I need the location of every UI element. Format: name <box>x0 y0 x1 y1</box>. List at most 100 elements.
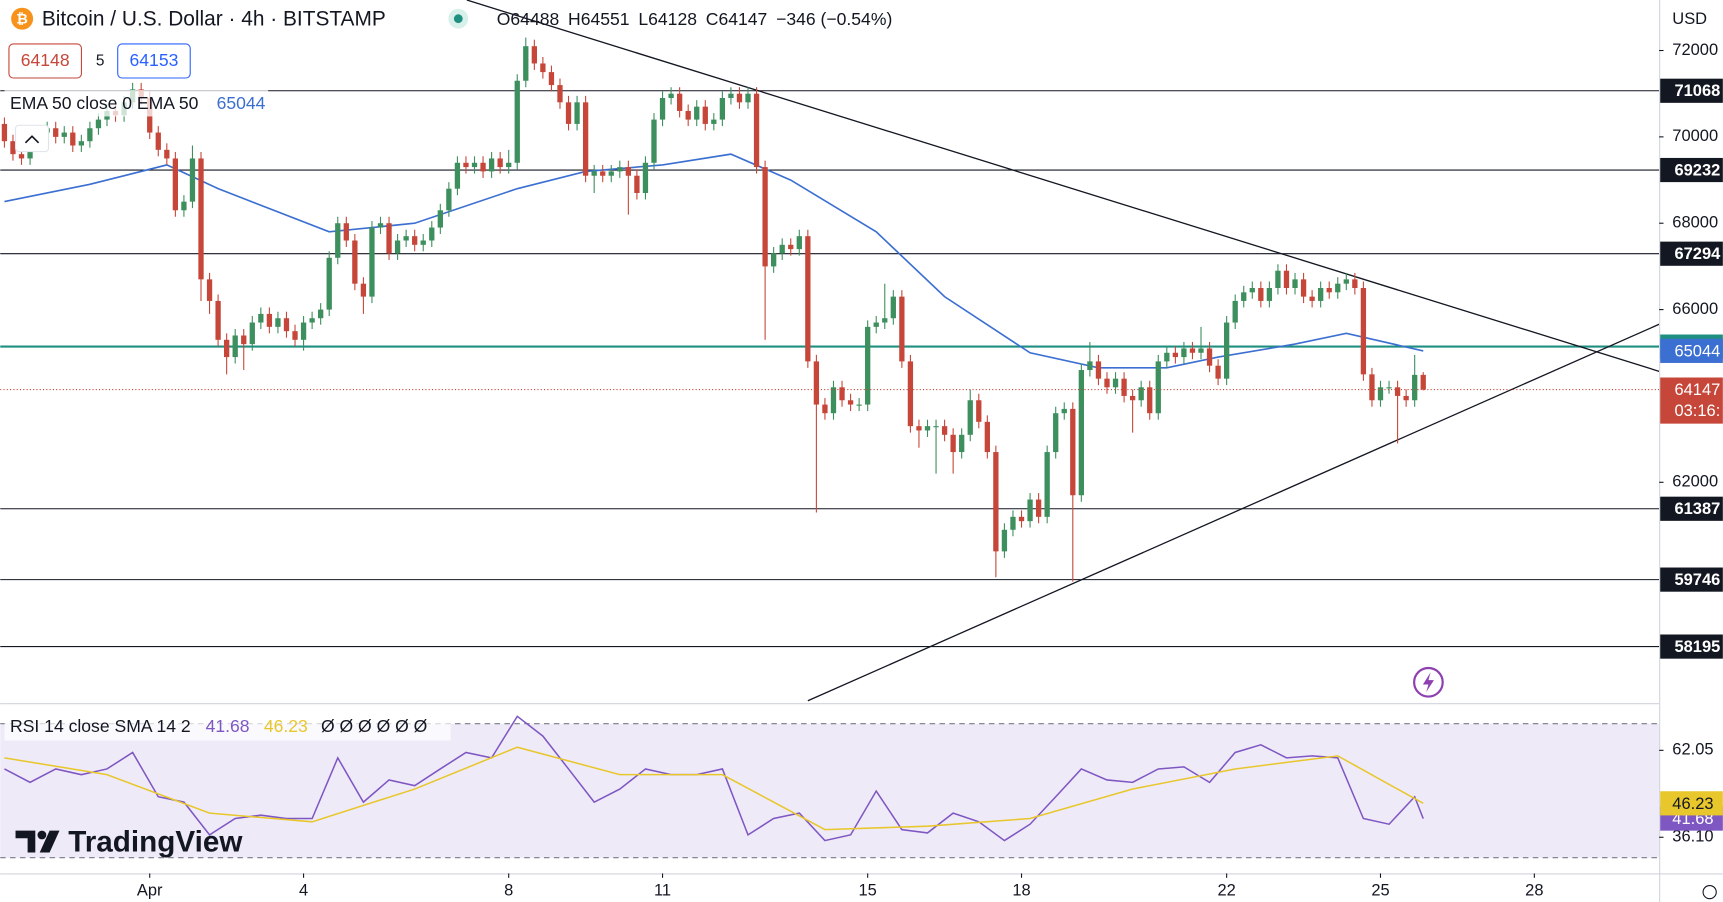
rsi-legend[interactable]: RSI 14 close SMA 14 2 <box>10 716 191 736</box>
trendline <box>807 323 1660 702</box>
candle-body <box>839 387 845 401</box>
rsi-legend-value: 41.68 <box>206 716 250 736</box>
candle-body <box>916 426 922 431</box>
candle-body <box>53 128 59 137</box>
candle-body <box>497 158 503 168</box>
y-tick-label: 72000 <box>1672 41 1718 59</box>
candle-body <box>1189 348 1196 353</box>
candle-body <box>651 119 657 163</box>
candle-body <box>1198 348 1204 353</box>
x-tick-label: 11 <box>654 881 671 899</box>
currency[interactable]: USD <box>1672 10 1707 28</box>
candle-body <box>377 223 384 228</box>
candle-body <box>412 236 418 245</box>
candle-body <box>1078 370 1084 496</box>
collapse-button[interactable] <box>14 124 50 153</box>
candle-body <box>1 123 8 142</box>
candle-body <box>805 236 811 362</box>
candle-body <box>18 154 25 159</box>
candle-body <box>369 227 375 297</box>
candle-body <box>993 452 999 552</box>
bid-box[interactable] <box>8 43 83 79</box>
rsi-legend-bg <box>4 714 451 741</box>
candle-body <box>1027 499 1033 522</box>
candle-body <box>984 421 990 453</box>
level-label: 67294 <box>1675 245 1722 263</box>
ask-box[interactable] <box>117 43 191 79</box>
ohlc-label: O <box>497 8 511 28</box>
candle-body <box>1258 287 1264 301</box>
candle-body <box>241 335 247 345</box>
rsi-pane <box>0 715 1660 859</box>
candle-body <box>617 167 623 172</box>
candle-body <box>1206 348 1213 366</box>
ema-legend[interactable]: EMA 50 close 0 EMA 50 <box>10 93 199 113</box>
candle-body <box>1232 300 1238 323</box>
candle-body <box>480 162 486 172</box>
rsi-value-label: 46.23 <box>1672 795 1713 813</box>
candle-body <box>1343 279 1349 284</box>
candle-body <box>1181 348 1187 358</box>
candle-body <box>950 434 956 453</box>
candle-body <box>1172 352 1179 358</box>
ohlc-label: C <box>706 8 719 28</box>
ohlc-label: L <box>638 8 648 28</box>
candle-body <box>600 171 606 176</box>
level-label-bg <box>1660 157 1723 183</box>
candle-body <box>702 106 708 124</box>
logo-mark <box>15 830 36 853</box>
y-tick-label: 36.10 <box>1672 828 1713 846</box>
candle-body <box>933 426 939 428</box>
candle-body <box>685 110 691 120</box>
candle-body <box>1147 387 1153 414</box>
symbol-title[interactable]: Bitcoin / U.S. Dollar · 4h · BITSTAMP <box>42 7 386 30</box>
candle-body <box>1053 413 1059 453</box>
ema-label-bg <box>1660 338 1723 363</box>
y-tick-label: 62000 <box>1672 473 1718 491</box>
candle-body <box>198 158 204 280</box>
candle-body <box>625 167 632 176</box>
spread: 5 <box>96 53 105 70</box>
candle-body <box>745 93 751 103</box>
x-tick-label: 4 <box>299 881 308 899</box>
candle-body <box>249 322 255 345</box>
candle-body <box>540 63 546 73</box>
candle-body <box>676 93 683 111</box>
settings-icon[interactable] <box>1702 884 1717 900</box>
candle-body <box>967 400 973 435</box>
candle-body <box>659 98 666 120</box>
candle-body <box>1035 499 1042 517</box>
candle-body <box>1352 279 1358 288</box>
candle-body <box>582 102 589 176</box>
candle-body <box>1223 322 1230 379</box>
x-tick-label: 8 <box>504 881 513 899</box>
candle-body <box>865 326 871 405</box>
rsi-sma-line <box>4 746 1424 831</box>
ohlc-value: 64147 <box>718 8 767 28</box>
candle-body <box>1241 292 1247 301</box>
candle-body <box>215 300 221 340</box>
candle-body <box>266 313 273 327</box>
candle-body <box>873 322 879 327</box>
candle-body <box>1018 516 1025 522</box>
candle-body <box>565 102 572 124</box>
ohlc-label: H <box>568 8 581 28</box>
candle-body <box>574 102 580 124</box>
candle-body <box>796 236 802 250</box>
candle-body <box>976 400 982 422</box>
level-label-bg <box>1660 241 1723 266</box>
candle-body <box>531 46 537 64</box>
candle-body <box>668 93 674 99</box>
y-tick-label: 68000 <box>1672 214 1718 232</box>
ohlc-legend: O64488 H64551 L64128 C64147 −346 (−0.54%) <box>497 8 893 28</box>
rsi-line <box>4 715 1424 842</box>
candle-body <box>762 167 768 267</box>
candle-body <box>300 322 307 340</box>
candle-body <box>959 434 965 453</box>
logo-dot <box>37 830 47 840</box>
candle-body <box>907 361 914 427</box>
candle-body <box>394 240 401 254</box>
candle-body <box>548 72 555 86</box>
candle-body <box>471 162 478 168</box>
level-label: 71068 <box>1675 82 1721 100</box>
